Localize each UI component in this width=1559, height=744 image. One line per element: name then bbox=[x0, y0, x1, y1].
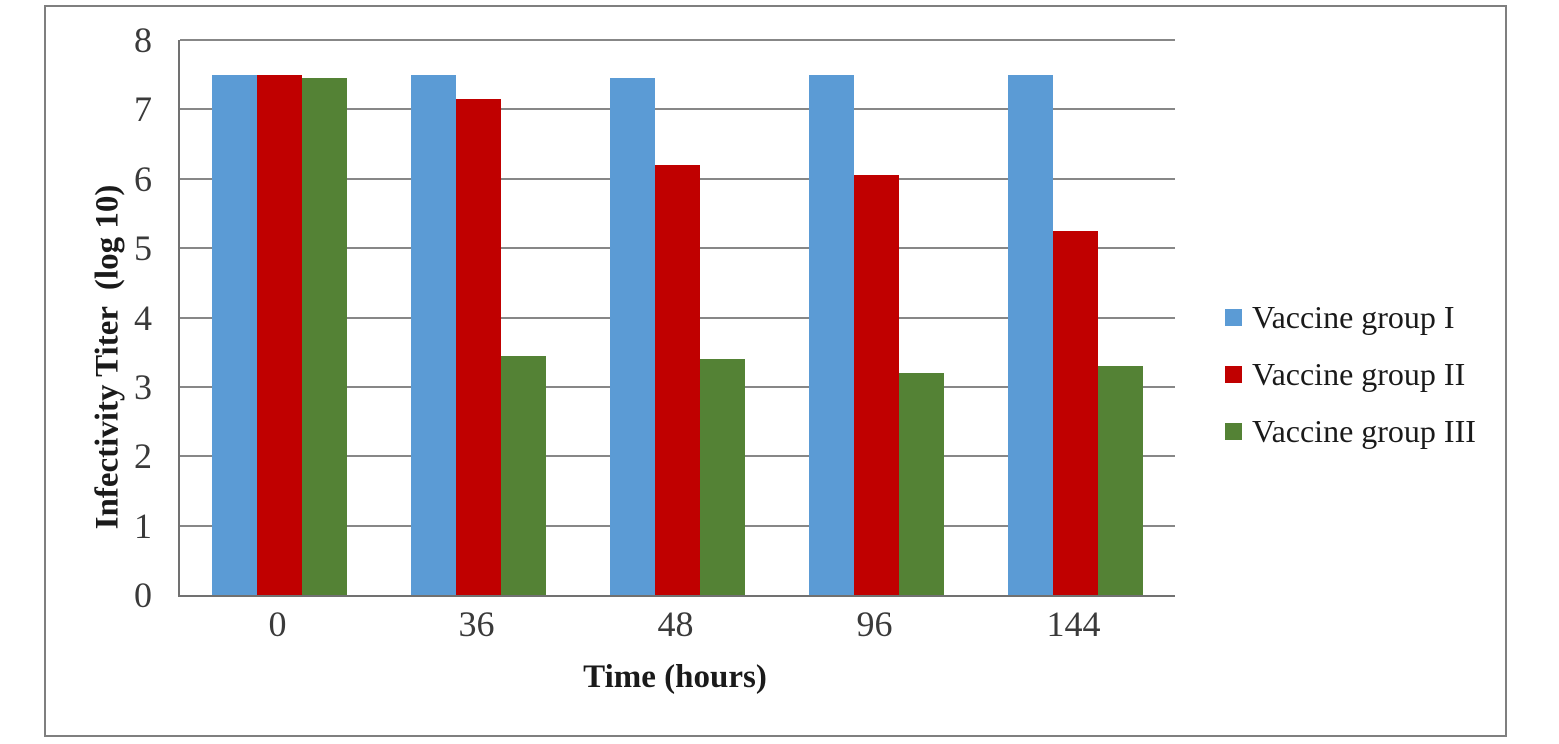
y-tick-label-5: 5 bbox=[134, 228, 152, 269]
y-tick-label-0: 0 bbox=[134, 575, 152, 615]
legend-swatch-icon bbox=[1225, 422, 1242, 440]
x-tick-label-0: 0 bbox=[268, 604, 287, 644]
bar-vaccine-group-i-t144 bbox=[1008, 74, 1053, 595]
legend-item-vaccine-group-ii: Vaccine group II bbox=[1225, 356, 1476, 392]
y-tick-label-8: 8 bbox=[134, 20, 152, 60]
bar-vaccine-group-iii-t0 bbox=[302, 78, 347, 595]
x-tick-label-36: 36 bbox=[458, 604, 495, 644]
y-axis-title: Infectivity Titer (log 10) bbox=[89, 184, 126, 530]
bar-vaccine-group-i-t0 bbox=[212, 74, 257, 595]
legend-item-vaccine-group-iii: Vaccine group III bbox=[1225, 413, 1476, 449]
bar-vaccine-group-iii-t36 bbox=[501, 355, 546, 595]
bar-vaccine-group-iii-t48 bbox=[700, 359, 745, 595]
bar-vaccine-group-i-t48 bbox=[610, 78, 655, 595]
legend-label: Vaccine group II bbox=[1252, 356, 1466, 392]
y-tick-label-2: 2 bbox=[134, 436, 152, 477]
legend-label: Vaccine group I bbox=[1252, 299, 1455, 335]
bar-vaccine-group-ii-t48 bbox=[655, 164, 700, 595]
bar-vaccine-group-i-t36 bbox=[411, 74, 456, 595]
bar-vaccine-group-ii-t144 bbox=[1053, 230, 1098, 595]
bar-vaccine-group-iii-t144 bbox=[1098, 366, 1143, 595]
y-tick-label-4: 4 bbox=[134, 297, 152, 338]
bar-vaccine-group-iii-t96 bbox=[899, 373, 944, 595]
gridline-y-8 bbox=[180, 39, 1175, 41]
y-tick-label-6: 6 bbox=[134, 158, 152, 199]
x-tick-label-144: 144 bbox=[1046, 604, 1101, 644]
plot-area bbox=[178, 39, 1175, 597]
x-axis-title: Time (hours) bbox=[583, 659, 767, 695]
bar-vaccine-group-ii-t0 bbox=[257, 74, 302, 595]
bar-vaccine-group-ii-t96 bbox=[854, 175, 899, 595]
x-tick-label-96: 96 bbox=[856, 604, 893, 644]
legend: Vaccine group I Vaccine group II Vaccine g… bbox=[1225, 299, 1476, 470]
bar-vaccine-group-ii-t36 bbox=[456, 98, 501, 595]
legend-swatch-icon bbox=[1225, 365, 1242, 383]
x-tick-label-48: 48 bbox=[657, 604, 694, 644]
y-tick-label-3: 3 bbox=[134, 366, 152, 407]
legend-item-vaccine-group-i: Vaccine group I bbox=[1225, 299, 1476, 335]
y-tick-label-7: 7 bbox=[134, 89, 152, 130]
legend-swatch-icon bbox=[1225, 308, 1242, 326]
legend-label: Vaccine group III bbox=[1252, 413, 1476, 449]
bar-vaccine-group-i-t96 bbox=[809, 74, 854, 595]
y-tick-label-1: 1 bbox=[134, 505, 152, 546]
gridline-y-7 bbox=[180, 108, 1175, 111]
